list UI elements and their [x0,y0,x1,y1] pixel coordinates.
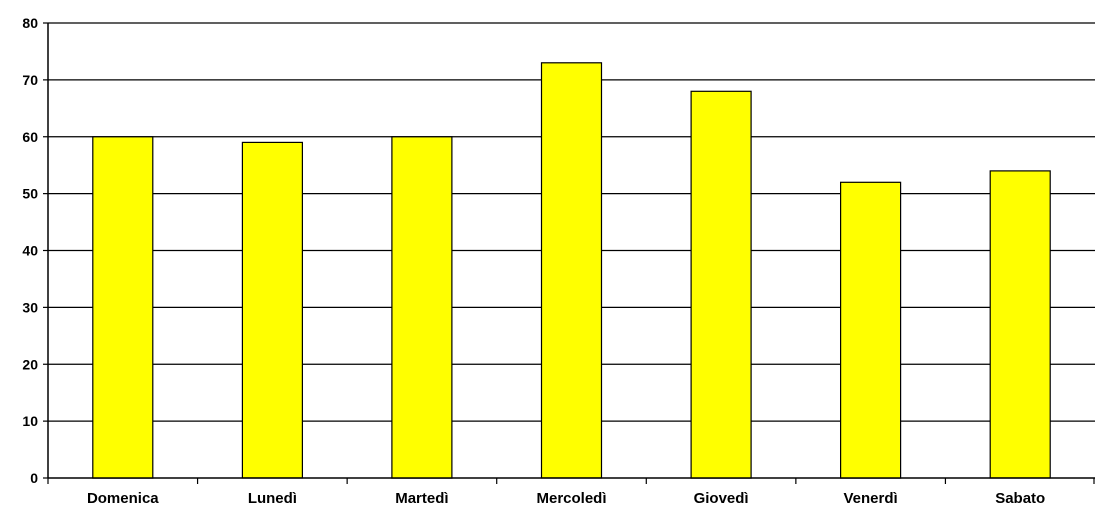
y-tick-label: 20 [22,356,38,372]
x-tick-label: Sabato [995,490,1045,507]
x-tick-label: Mercoledì [536,490,606,507]
y-tick-label: 40 [22,243,38,259]
x-tick-label: Martedì [395,490,448,507]
bar-3 [540,62,603,479]
bar-1 [241,141,303,479]
y-tick-label: 30 [22,299,38,315]
x-tick-label: Domenica [87,490,159,507]
x-tick-label: Giovedì [694,490,749,507]
y-tick-label: 10 [22,413,38,429]
y-tick-label: 0 [30,470,38,486]
bar-4 [690,90,752,479]
y-tick-label: 50 [22,186,38,202]
bar-6 [989,170,1051,479]
x-tick-label: Lunedì [248,490,297,507]
y-tick-label: 60 [22,129,38,145]
bar-2 [391,136,453,479]
bar-0 [92,136,154,479]
y-tick-label: 70 [22,72,38,88]
y-tick-label: 80 [22,15,38,31]
bar-5 [839,181,902,479]
x-tick-label: Venerdì [843,490,897,507]
